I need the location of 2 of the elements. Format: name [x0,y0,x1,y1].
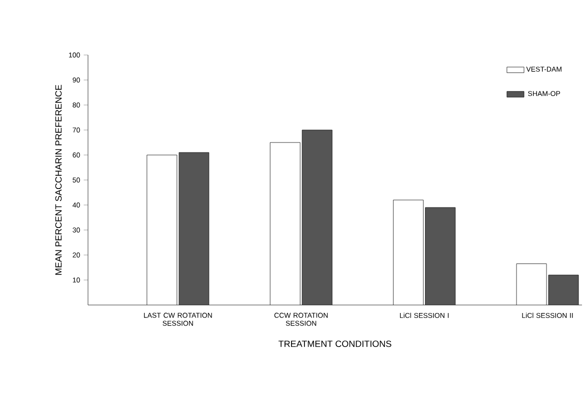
y-axis-title: MEAN PERCENT SACCHARIN PREFERENCE [55,84,62,275]
x-axis-title: TREATMENT CONDITIONS [278,340,392,347]
